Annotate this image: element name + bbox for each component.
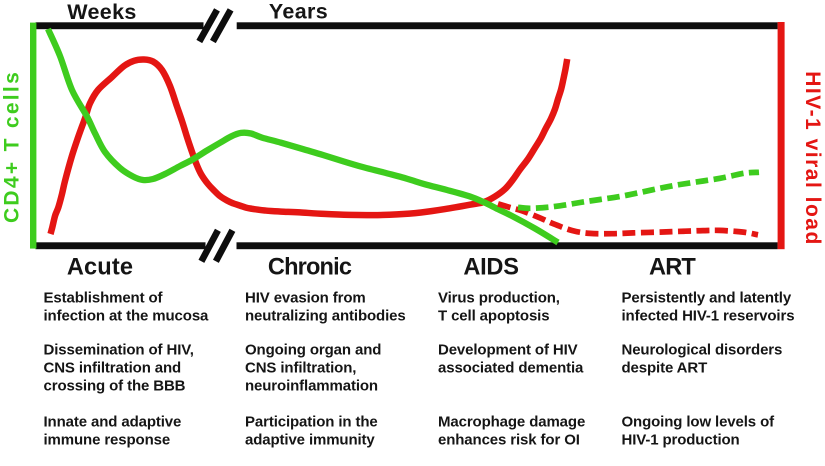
svg-text:neuroinflammation: neuroinflammation <box>245 378 378 395</box>
svg-text:adaptive immunity: adaptive immunity <box>245 432 375 449</box>
svg-text:associated dementia: associated dementia <box>438 360 584 377</box>
svg-text:enhances risk for OI: enhances risk for OI <box>438 432 580 449</box>
svg-text:despite ART: despite ART <box>622 360 708 377</box>
svg-text:CNS infiltration and: CNS infiltration and <box>44 360 182 377</box>
svg-text:HIV evasion from: HIV evasion from <box>245 290 366 307</box>
svg-text:AIDS: AIDS <box>463 254 518 280</box>
svg-text:HIV-1 viral load: HIV-1 viral load <box>801 71 824 246</box>
svg-text:Weeks: Weeks <box>67 0 136 24</box>
svg-text:Ongoing low levels of: Ongoing low levels of <box>622 414 776 431</box>
svg-text:CD4+ T cells: CD4+ T cells <box>0 70 23 223</box>
svg-text:Participation in the: Participation in the <box>245 414 378 431</box>
svg-text:neutralizing antibodies: neutralizing antibodies <box>245 308 406 325</box>
svg-text:Dissemination of HIV,: Dissemination of HIV, <box>44 342 194 359</box>
svg-text:immune response: immune response <box>44 432 171 449</box>
svg-text:Chronic: Chronic <box>268 254 352 280</box>
svg-text:Virus production,: Virus production, <box>438 290 560 307</box>
svg-text:Development of HIV: Development of HIV <box>438 342 578 359</box>
svg-text:ART: ART <box>649 254 696 280</box>
svg-text:HIV-1 production: HIV-1 production <box>622 432 740 449</box>
svg-text:Macrophage damage: Macrophage damage <box>438 414 585 431</box>
svg-text:Ongoing organ and: Ongoing organ and <box>245 342 381 359</box>
svg-text:T cell apoptosis: T cell apoptosis <box>438 308 549 325</box>
svg-text:Establishment of: Establishment of <box>44 290 164 307</box>
svg-text:infection at the mucosa: infection at the mucosa <box>44 308 210 325</box>
svg-text:CNS infiltration,: CNS infiltration, <box>245 360 356 377</box>
svg-text:infected HIV-1 reservoirs: infected HIV-1 reservoirs <box>622 308 795 325</box>
svg-text:Years: Years <box>269 0 328 24</box>
svg-text:Persistently and latently: Persistently and latently <box>622 290 792 307</box>
svg-text:Acute: Acute <box>67 254 133 280</box>
svg-text:Neurological disorders: Neurological disorders <box>622 342 783 359</box>
svg-text:crossing of the BBB: crossing of the BBB <box>44 378 186 395</box>
svg-text:Innate and adaptive: Innate and adaptive <box>44 414 182 431</box>
